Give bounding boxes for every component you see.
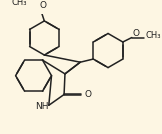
Text: NH: NH — [35, 102, 48, 111]
Text: O: O — [133, 29, 140, 38]
Text: O: O — [85, 90, 92, 99]
Text: O: O — [40, 1, 47, 10]
Text: CH₃: CH₃ — [12, 0, 27, 8]
Text: CH₃: CH₃ — [146, 31, 161, 40]
